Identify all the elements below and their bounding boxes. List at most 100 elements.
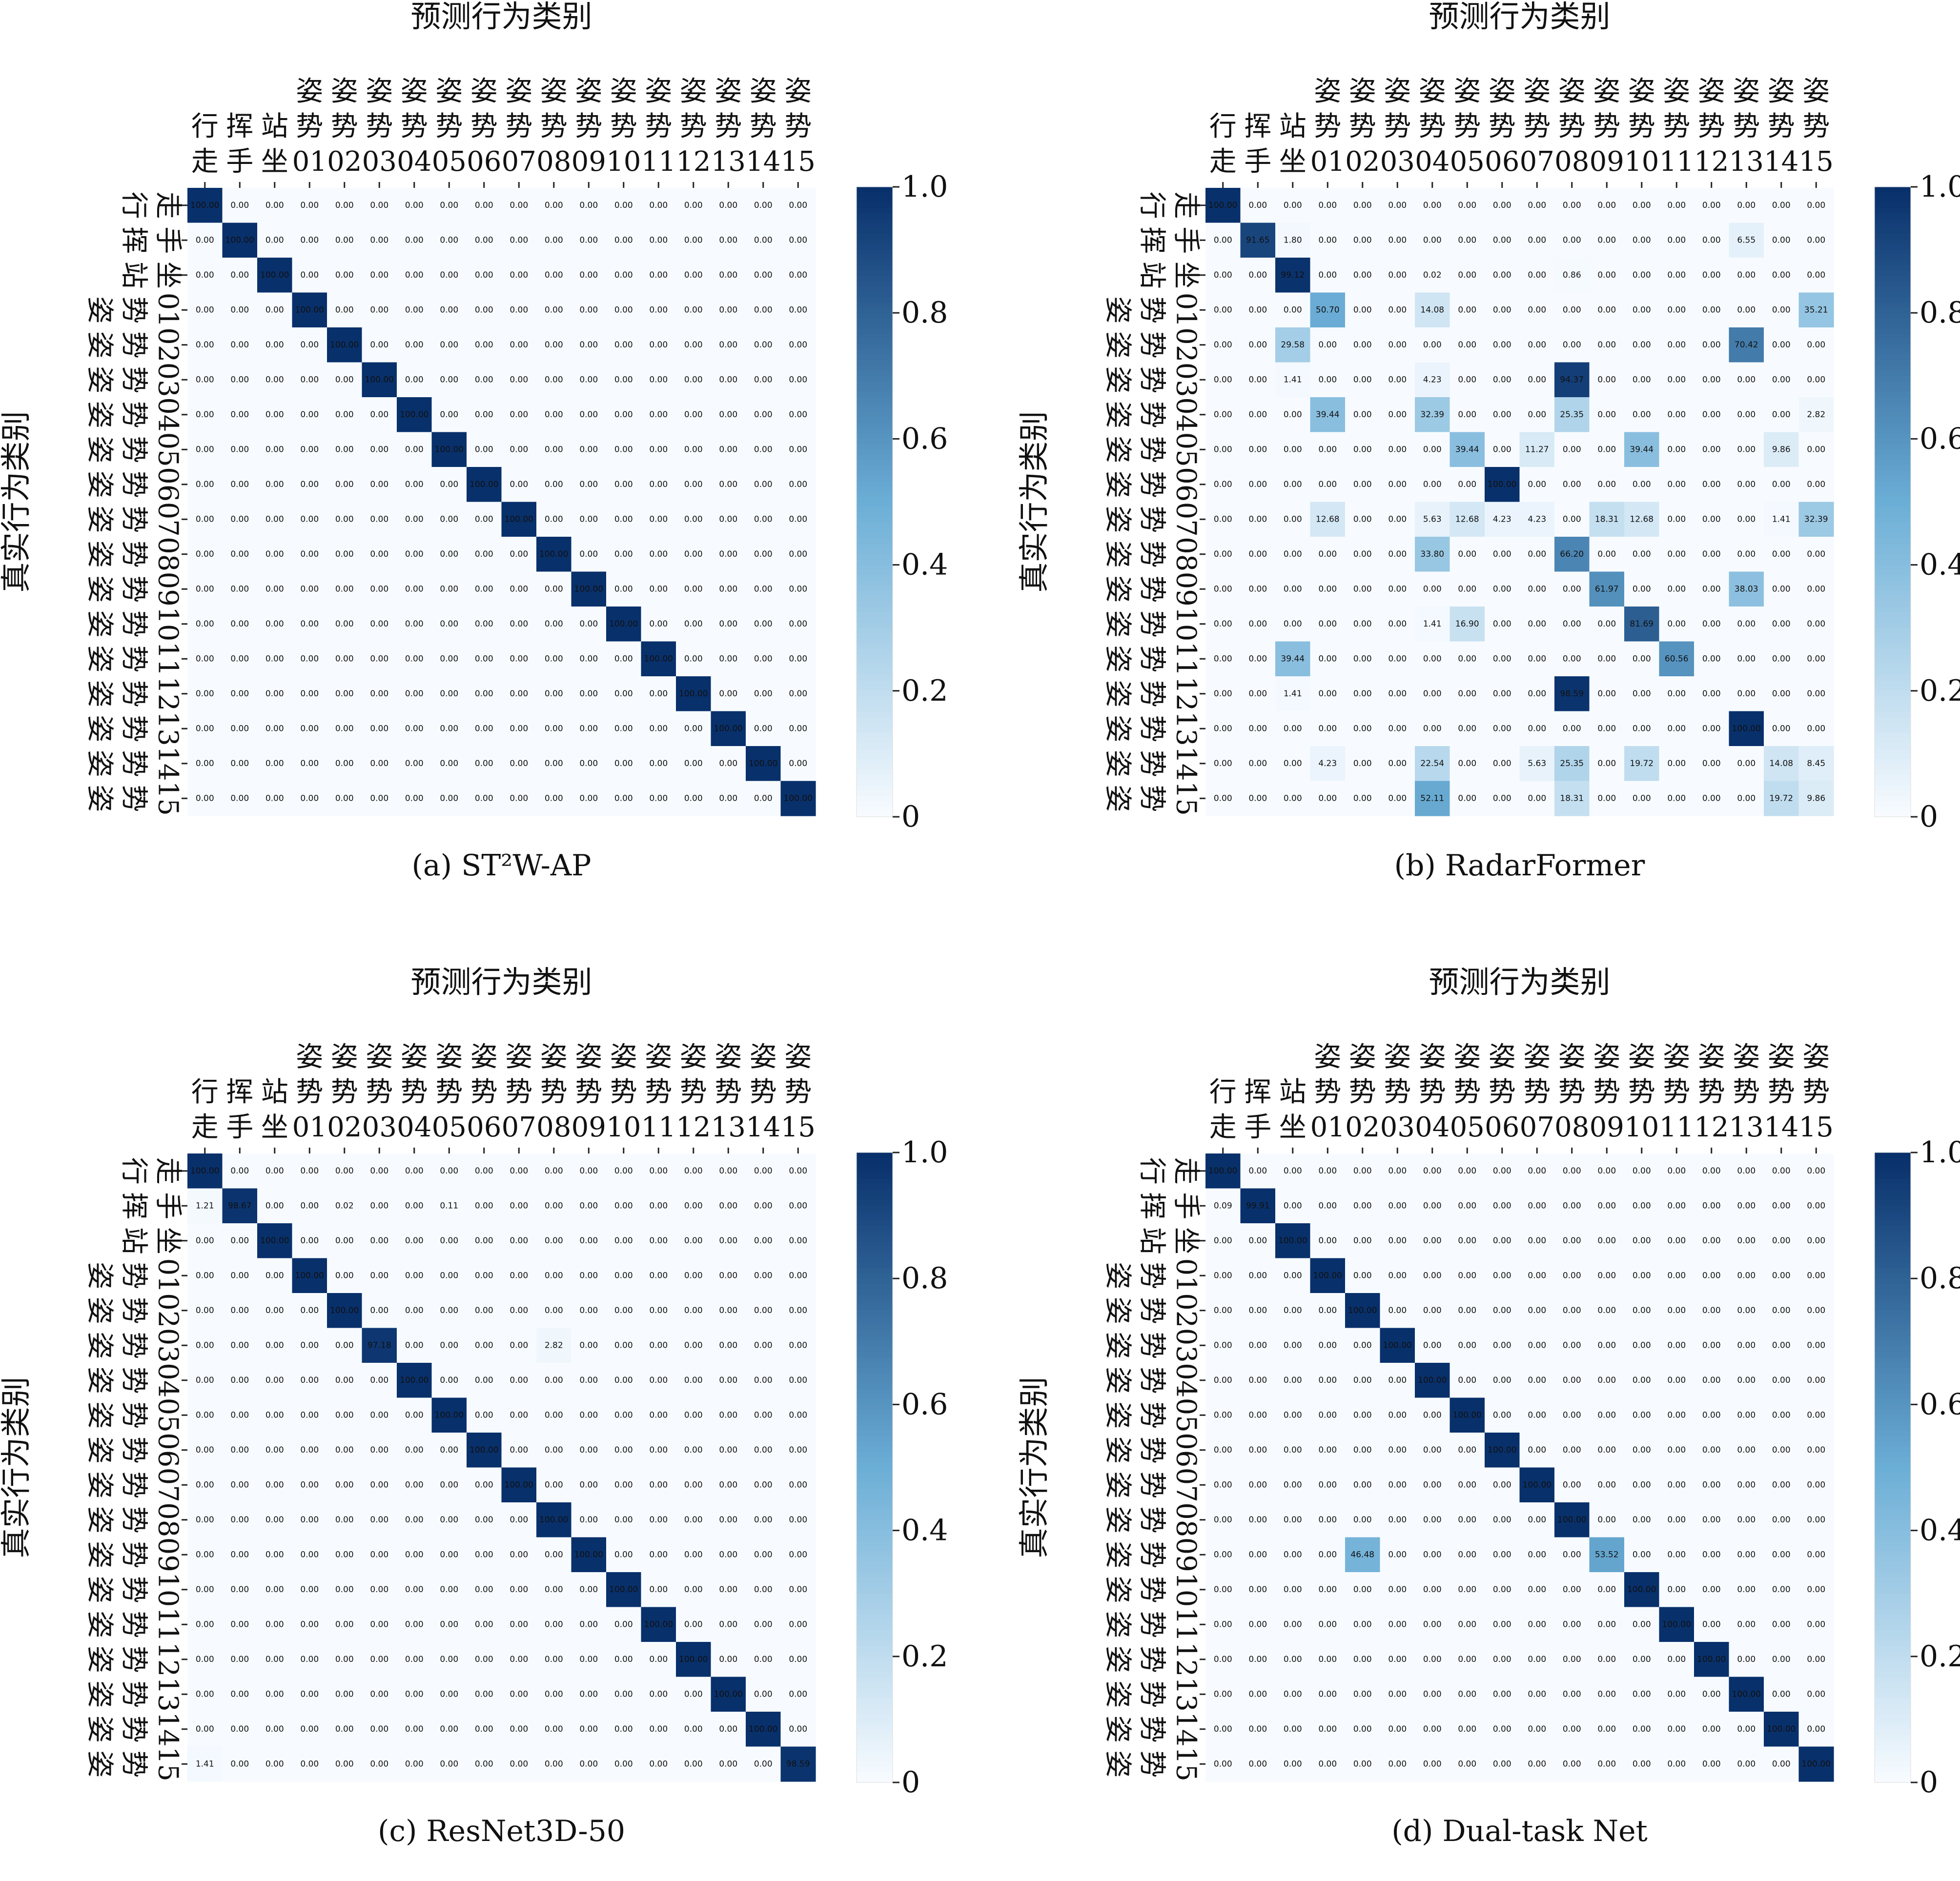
colorbar-segment (1875, 690, 1911, 697)
heatmap-cell (641, 746, 676, 782)
heatmap-cell (292, 1712, 327, 1747)
heatmap-cell (292, 1572, 327, 1608)
heatmap-cell (501, 1188, 537, 1224)
x-tick-label: 姿 (1733, 1041, 1760, 1073)
cell-value-label: 0.00 (1388, 1724, 1407, 1734)
colorbar-segment (857, 334, 893, 340)
cell-value-label: 100.00 (1802, 1759, 1831, 1769)
cell-value-label: 0.00 (649, 1550, 668, 1559)
heatmap-cell (1450, 537, 1485, 572)
heatmap-cell (1345, 1328, 1381, 1363)
x-tick-label: 姿 (575, 76, 602, 107)
x-tick-label: 姿 (1802, 76, 1830, 107)
x-tick-label: 姿 (645, 1041, 672, 1073)
heatmap-cell (257, 222, 293, 258)
cell-value-label: 0.00 (1563, 305, 1581, 315)
heatmap-cell (362, 1328, 397, 1363)
colorbar-segment (1875, 1557, 1911, 1563)
cell-value-label: 0.00 (1388, 201, 1407, 210)
heatmap-cell (1485, 1153, 1520, 1189)
cell-value-label: 0.00 (510, 375, 528, 384)
y-tick-label: 势 (118, 645, 150, 672)
cell-value-label: 0.00 (230, 410, 249, 420)
heatmap-cell (1450, 1433, 1485, 1468)
cell-value-label: 0.00 (1702, 1550, 1721, 1559)
cell-value-label: 0.00 (684, 445, 703, 454)
heatmap-cell (1380, 571, 1415, 607)
cell-value-label: 0.00 (440, 514, 458, 524)
confusion-matrix-panel-b: 预测行为类别真实行为类别行走挥手站坐姿势01姿势02姿势03姿势04姿势05姿势… (1016, 0, 1960, 883)
cell-value-label: 100.00 (679, 1655, 708, 1664)
cell-value-label: 0.00 (1458, 1759, 1476, 1769)
x-tick-label: 势 (750, 111, 777, 142)
cell-value-label: 0.00 (335, 654, 354, 664)
heatmap-cell (1310, 1677, 1346, 1712)
cell-value-label: 0.00 (649, 1585, 668, 1595)
cell-value-label: 0.00 (370, 1375, 388, 1385)
heatmap-cell (1415, 1537, 1450, 1573)
heatmap-cell (1729, 502, 1764, 537)
x-tick-label: 姿 (1593, 1041, 1620, 1073)
cell-value-label: 0.00 (370, 1585, 388, 1595)
heatmap-cell (292, 1467, 327, 1503)
heatmap-cell (1275, 327, 1311, 363)
cell-value-label: 0.00 (1807, 654, 1825, 664)
y-tick-label: 站 (1136, 262, 1168, 289)
cell-value-label: 0.00 (1493, 1480, 1511, 1490)
cell-value-label: 0.00 (614, 445, 633, 454)
heatmap-cell (571, 1223, 607, 1259)
cell-value-label: 0.00 (265, 584, 284, 594)
heatmap-cell (397, 1188, 432, 1224)
cell-value-label: 0.00 (754, 201, 773, 210)
heatmap-cell (1205, 188, 1241, 223)
heatmap-cell (1798, 222, 1834, 258)
cell-value-label: 0.00 (545, 1550, 563, 1559)
cell-value-label: 0.00 (649, 549, 668, 559)
colorbar-frame (856, 1152, 893, 1783)
x-tick-label: 坐 (1279, 1112, 1307, 1143)
heatmap-cell (1554, 292, 1590, 328)
heatmap-cell (571, 467, 607, 503)
cell-value-label: 0.00 (1597, 1655, 1616, 1664)
cell-value-label: 0.00 (1667, 1410, 1686, 1420)
y-tick-label: 02 (1170, 327, 1202, 362)
heatmap-cell (187, 1502, 223, 1538)
heatmap-cell (676, 432, 712, 467)
cell-value-label: 0.00 (475, 1480, 493, 1490)
heatmap-cell (780, 1258, 816, 1294)
colorbar-segment (857, 1410, 893, 1416)
heatmap-cell (1624, 781, 1660, 816)
heatmap-cell (746, 746, 781, 782)
y-tick-label: 姿 (1102, 366, 1134, 393)
x-tick-label: 挥 (1244, 1076, 1271, 1108)
cell-value-label: 4.23 (1528, 514, 1546, 524)
cell-value-label: 0.00 (1702, 793, 1721, 803)
heatmap-cell (1310, 1467, 1346, 1503)
cell-value-label: 0.00 (405, 514, 424, 524)
cell-value-label: 18.31 (1560, 793, 1584, 803)
heatmap-cell (641, 1607, 676, 1642)
heatmap-cell (1764, 1433, 1799, 1468)
cell-value-label: 0.00 (1563, 1445, 1581, 1455)
y-tick-label: 08 (1170, 1502, 1202, 1537)
heatmap-cell (1798, 1153, 1834, 1189)
colorbar-segment (857, 449, 893, 455)
heatmap-cell (467, 292, 502, 328)
colorbar-segment (1875, 444, 1911, 450)
cell-value-label: 100.00 (1697, 1655, 1726, 1664)
cell-value-label: 0.00 (230, 1340, 249, 1350)
heatmap-cell (431, 1293, 467, 1329)
cell-value-label: 0.00 (1528, 1375, 1546, 1385)
x-tick-label: 15 (1799, 1112, 1834, 1143)
cell-value-label: 0.00 (1388, 1166, 1407, 1176)
colorbar-segment (857, 575, 893, 581)
heatmap-cell (536, 188, 572, 223)
cell-value-label: 0.00 (300, 270, 319, 280)
heatmap-cell (1205, 1467, 1241, 1503)
y-tick-label: 姿 (1102, 1750, 1134, 1778)
colorbar-segment (857, 239, 893, 245)
colorbar-segment (857, 1614, 893, 1620)
heatmap-cell (1729, 1397, 1764, 1433)
heatmap-cell (292, 467, 327, 503)
heatmap-cell (1380, 502, 1415, 537)
